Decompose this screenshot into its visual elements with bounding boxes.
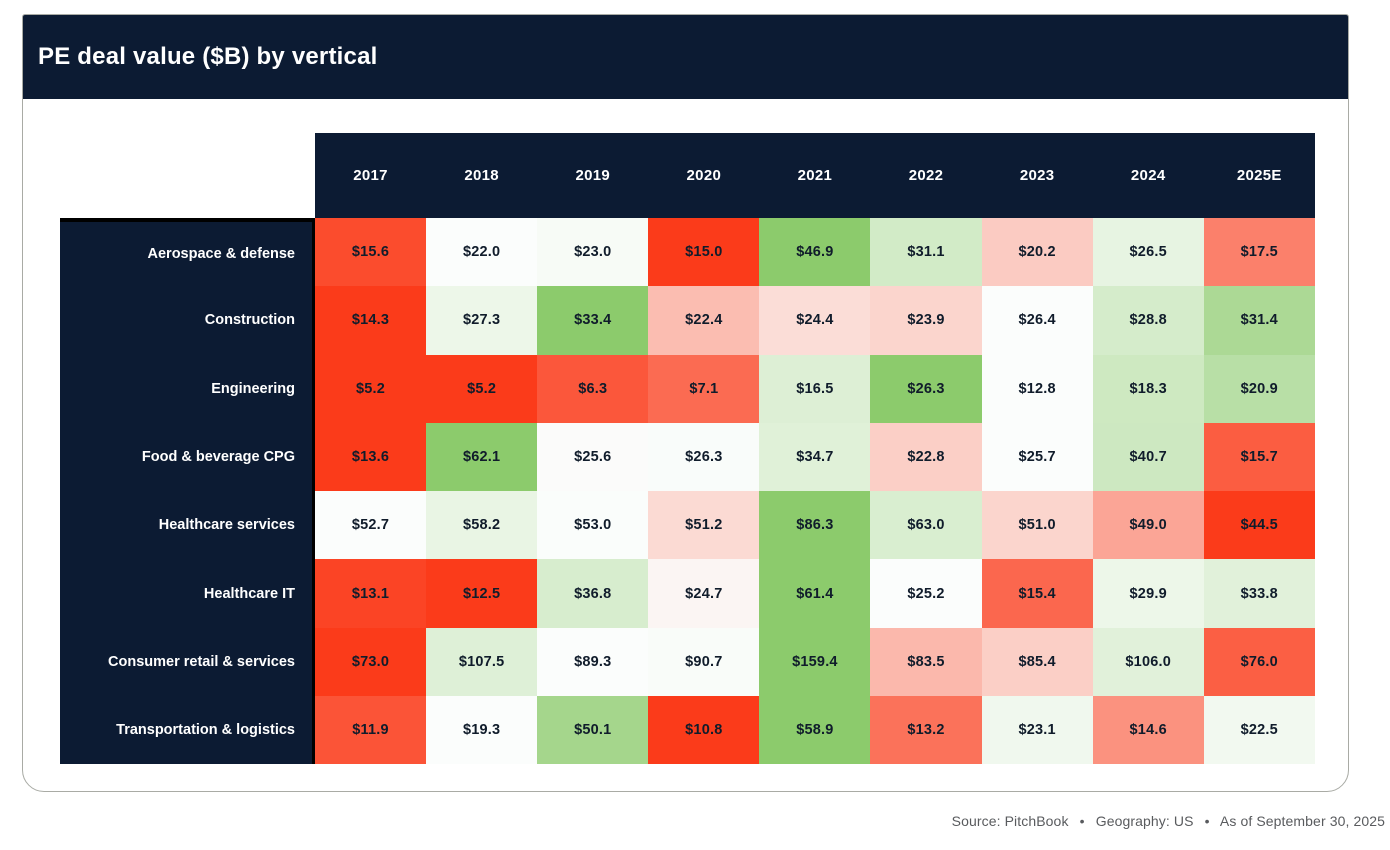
heatmap-cell: $13.6 [315,422,427,492]
heatmap-cell: $7.1 [648,354,760,423]
heatmap-cell: $18.3 [1092,354,1204,423]
heatmap-cell: $17.5 [1203,218,1315,287]
heatmap-cell: $58.2 [426,491,538,560]
heatmap-cell: $106.0 [1092,627,1204,697]
corner-cell [60,133,315,218]
heatmap-cell: $53.0 [537,491,649,560]
heatmap-cell: $22.5 [1203,696,1315,765]
year-header: 2022 [870,133,982,218]
heatmap-cell: $61.4 [759,559,871,628]
row-label: Healthcare services [60,491,315,560]
heatmap-cell: $26.3 [648,422,760,492]
heatmap-cell: $13.1 [315,559,427,628]
heatmap-cell: $15.6 [315,218,427,287]
heatmap-cell: $25.6 [537,422,649,492]
heatmap-cell: $22.4 [648,286,760,355]
heatmap-cell: $20.9 [1203,354,1315,423]
heatmap-cell: $22.8 [870,422,982,492]
heatmap-cell: $58.9 [759,696,871,765]
year-header: 2018 [426,133,538,218]
heatmap-cell: $63.0 [870,491,982,560]
heatmap-cell: $33.8 [1203,559,1315,628]
source-note: Source: PitchBook • Geography: US • As o… [951,813,1385,829]
heatmap-cell: $13.2 [870,696,982,765]
heatmap-cell: $31.4 [1203,286,1315,355]
year-header: 2025E [1203,133,1315,218]
heatmap-cell: $6.3 [537,354,649,423]
heatmap-cell: $25.7 [981,422,1093,492]
heatmap-cell: $26.3 [870,354,982,423]
heatmap-cell: $31.1 [870,218,982,287]
heatmap-cell: $52.7 [315,491,427,560]
heatmap-cell: $107.5 [426,627,538,697]
heatmap-cell: $26.5 [1092,218,1204,287]
heatmap-cell: $12.5 [426,559,538,628]
heatmap-cell: $46.9 [759,218,871,287]
year-header: 2021 [759,133,871,218]
heatmap-cell: $11.9 [315,696,427,765]
row-label: Food & beverage CPG [60,422,315,492]
heatmap-cell: $20.2 [981,218,1093,287]
row-label: Aerospace & defense [60,218,315,287]
heatmap-cell: $14.6 [1092,696,1204,765]
heatmap-cell: $24.7 [648,559,760,628]
heatmap-cell: $40.7 [1092,422,1204,492]
chart-title-bar: PE deal value ($B) by vertical [23,15,1348,99]
row-label: Transportation & logistics [60,696,315,765]
heatmap-cell: $49.0 [1092,491,1204,560]
heatmap-cell: $23.0 [537,218,649,287]
heatmap-cell: $33.4 [537,286,649,355]
heatmap-cell: $28.8 [1092,286,1204,355]
heatmap-cell: $26.4 [981,286,1093,355]
heatmap-cell: $36.8 [537,559,649,628]
heatmap-cell: $24.4 [759,286,871,355]
heatmap-cell: $5.2 [426,354,538,423]
year-header: 2023 [981,133,1093,218]
year-header: 2020 [648,133,760,218]
heatmap-cell: $15.7 [1203,422,1315,492]
heatmap-cell: $12.8 [981,354,1093,423]
row-label: Engineering [60,354,315,423]
row-label: Construction [60,286,315,355]
heatmap-cell: $22.0 [426,218,538,287]
heatmap-cell: $16.5 [759,354,871,423]
heatmap-cell: $62.1 [426,422,538,492]
heatmap-cell: $83.5 [870,627,982,697]
heatmap-cell: $44.5 [1203,491,1315,560]
year-header: 2019 [537,133,649,218]
heatmap-cell: $5.2 [315,354,427,423]
heatmap-cell: $23.9 [870,286,982,355]
heatmap-cell: $15.4 [981,559,1093,628]
heatmap-cell: $34.7 [759,422,871,492]
heatmap-cell: $50.1 [537,696,649,765]
heatmap-cell: $90.7 [648,627,760,697]
heatmap-cell: $85.4 [981,627,1093,697]
heatmap-cell: $19.3 [426,696,538,765]
chart-title: PE deal value ($B) by vertical [38,43,378,70]
heatmap-cell: $51.0 [981,491,1093,560]
heatmap-cell: $27.3 [426,286,538,355]
heatmap-grid: 2017 2018 2019 2020 2021 2022 2023 2024 2025E Aer… [60,133,1315,765]
heatmap-cell: $29.9 [1092,559,1204,628]
heatmap-cell: $86.3 [759,491,871,560]
year-header: 2017 [315,133,427,218]
heatmap-card: PE deal value ($B) by vertical 2017 2018 2… [22,14,1349,792]
heatmap-cell: $10.8 [648,696,760,765]
heatmap-cell: $159.4 [759,627,871,697]
heatmap-cell: $15.0 [648,218,760,287]
heatmap-cell: $89.3 [537,627,649,697]
heatmap-cell: $23.1 [981,696,1093,765]
heatmap-cell: $73.0 [315,627,427,697]
row-label: Consumer retail & services [60,627,315,697]
row-label: Healthcare IT [60,559,315,628]
heatmap-cell: $14.3 [315,286,427,355]
heatmap-cell: $76.0 [1203,627,1315,697]
year-header: 2024 [1092,133,1204,218]
heatmap-cell: $51.2 [648,491,760,560]
heatmap-cell: $25.2 [870,559,982,628]
